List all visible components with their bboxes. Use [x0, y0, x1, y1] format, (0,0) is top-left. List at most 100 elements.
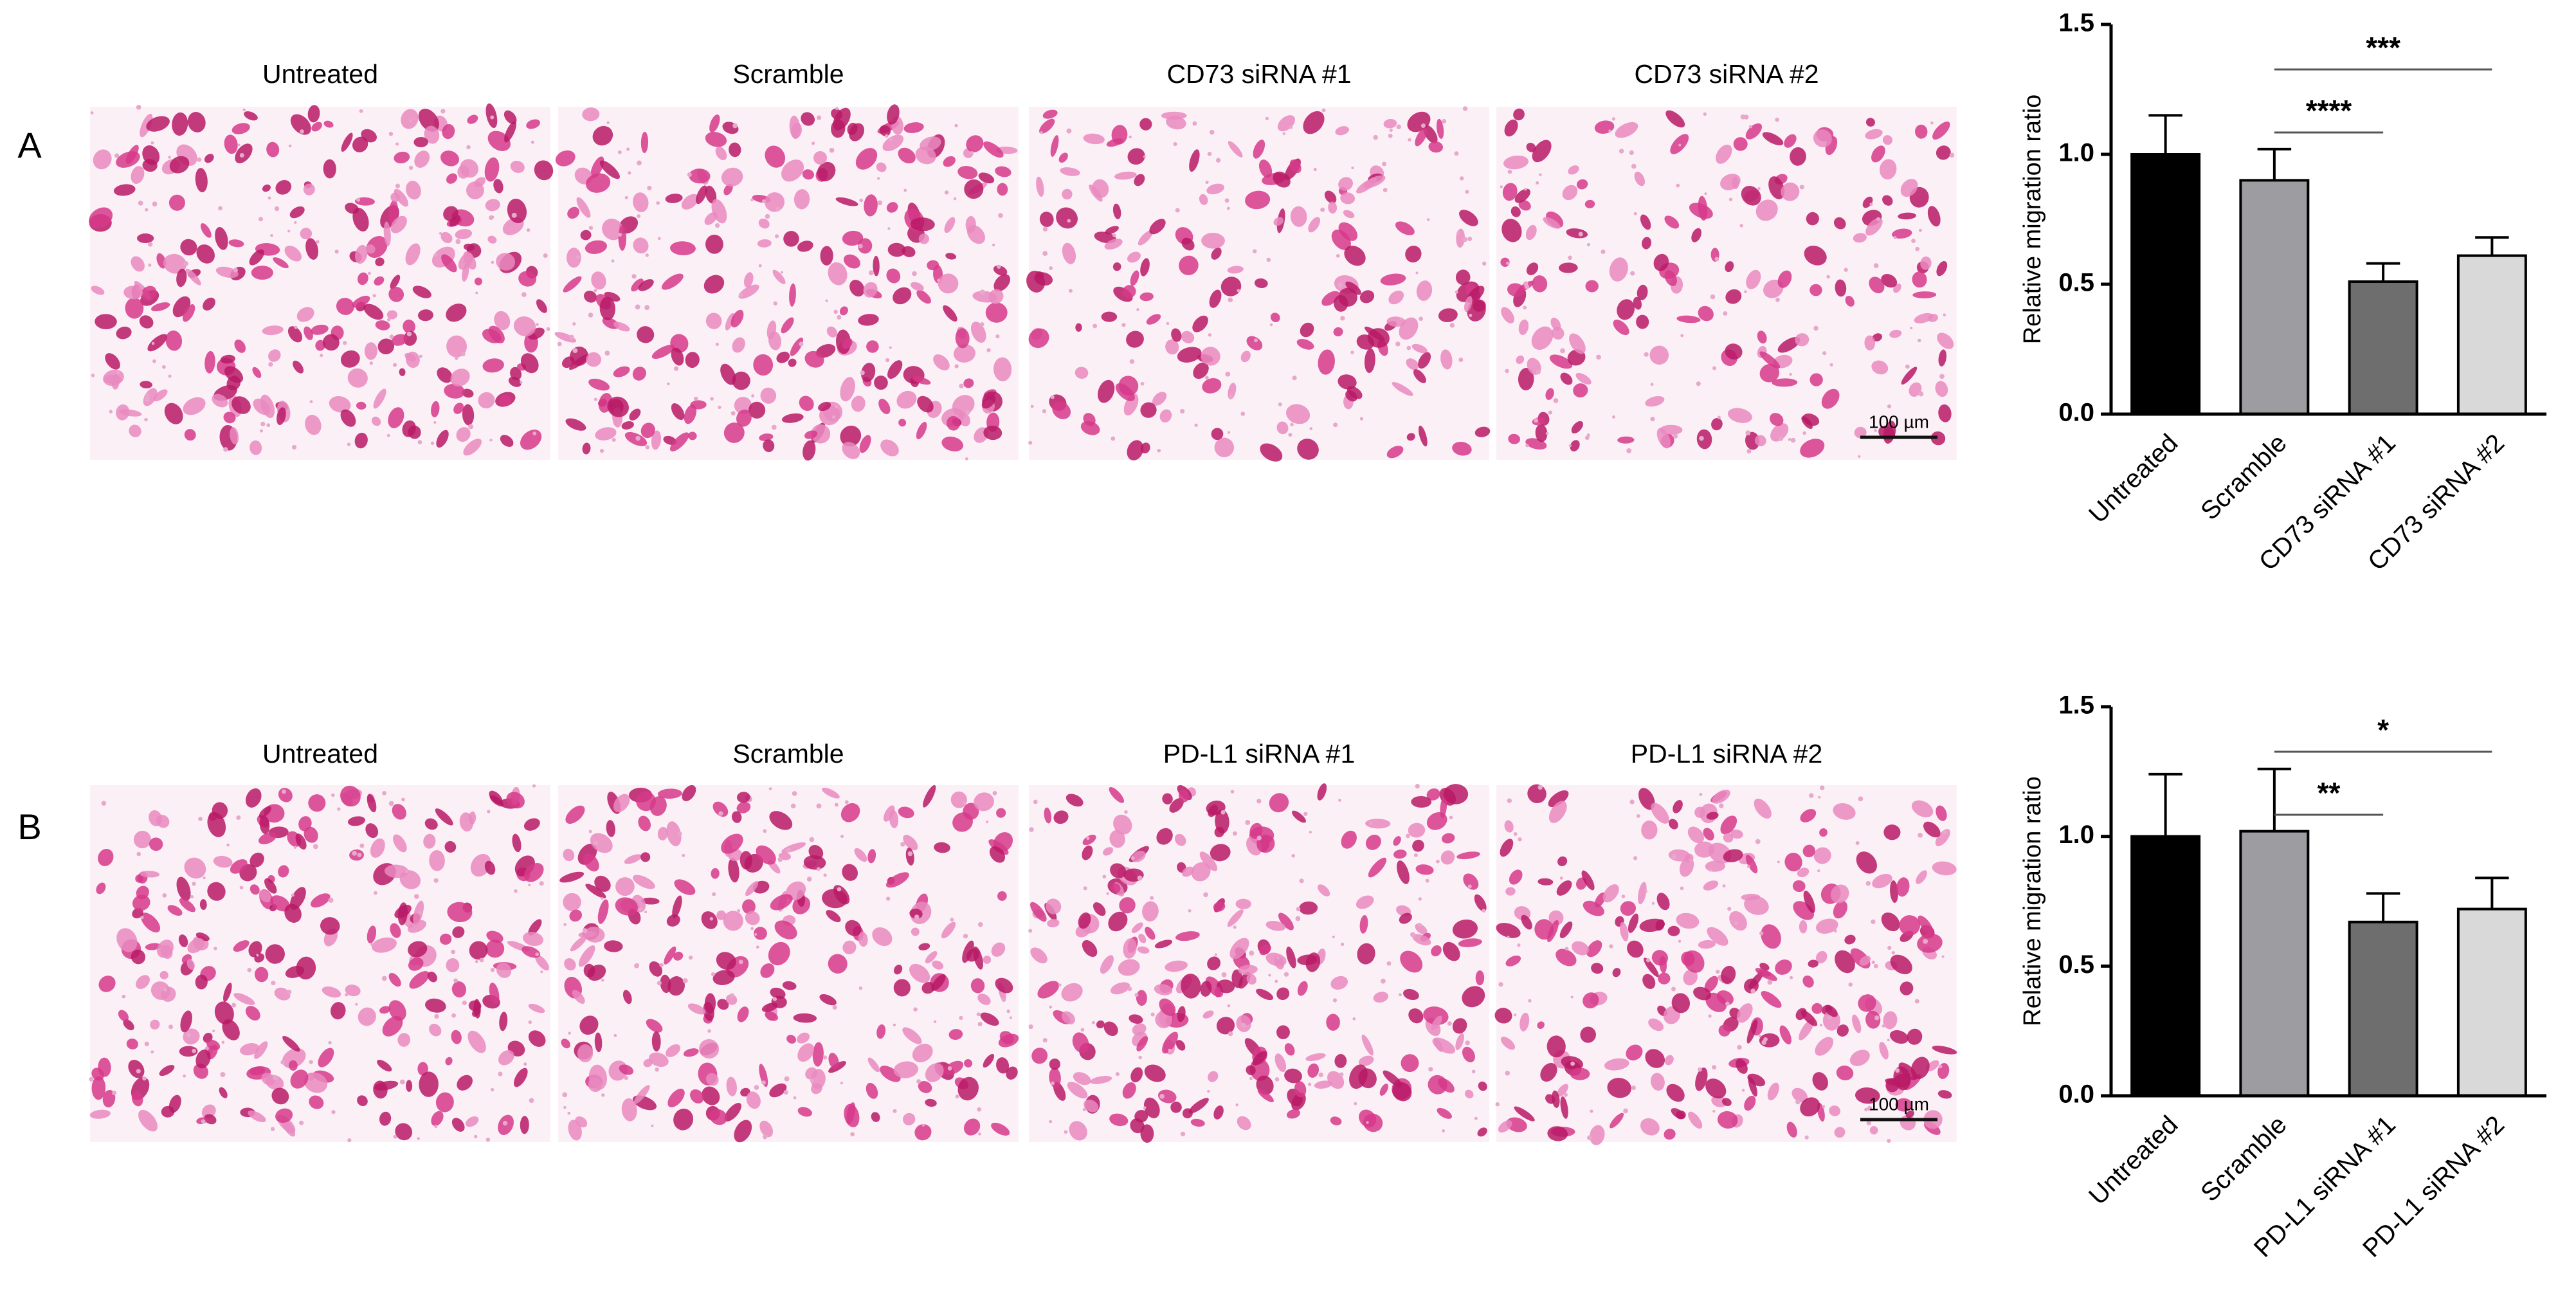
cell — [131, 1091, 143, 1107]
cell — [831, 108, 843, 120]
debris — [1873, 263, 1879, 268]
debris — [502, 1120, 508, 1126]
cell — [882, 134, 904, 152]
cell — [149, 837, 163, 851]
debris — [1820, 785, 1825, 790]
cell — [1276, 1025, 1290, 1040]
cell — [1594, 892, 1606, 907]
cell — [403, 331, 417, 346]
cell — [249, 852, 264, 867]
cell — [871, 1112, 880, 1122]
cell — [822, 889, 848, 909]
cell — [1083, 133, 1105, 145]
cell — [1213, 902, 1226, 912]
cell — [1938, 404, 1952, 422]
cell — [1440, 349, 1453, 370]
cell — [1191, 862, 1211, 882]
cell — [1361, 1034, 1374, 1056]
cell — [590, 833, 613, 853]
cell — [1092, 179, 1109, 198]
bar — [2456, 254, 2527, 415]
debris — [979, 322, 984, 327]
debris — [1651, 902, 1655, 905]
debris — [1274, 979, 1278, 983]
cell — [1392, 382, 1413, 396]
cell — [487, 235, 497, 244]
debris — [1725, 1001, 1730, 1006]
cell — [1568, 165, 1579, 175]
cell — [996, 808, 1006, 818]
cell — [273, 257, 289, 269]
cell — [153, 389, 168, 402]
debris — [1383, 188, 1388, 192]
debris — [273, 1075, 278, 1080]
debris — [784, 1076, 790, 1082]
cell — [1575, 372, 1592, 385]
cell — [1722, 1098, 1732, 1107]
cell — [873, 255, 880, 277]
cell — [726, 994, 738, 1005]
cell — [1270, 313, 1280, 322]
cell — [1642, 237, 1652, 250]
cell — [1231, 969, 1243, 988]
cell — [1258, 159, 1273, 178]
debris — [1339, 1072, 1344, 1077]
cell — [1388, 290, 1404, 305]
debris — [1143, 155, 1146, 158]
debris — [921, 1123, 925, 1127]
cell — [116, 326, 132, 340]
y-tick-label: 0.5 — [2058, 950, 2094, 979]
debris — [1427, 218, 1430, 221]
debris — [1130, 856, 1135, 860]
debris — [1459, 176, 1464, 181]
cell — [1745, 855, 1758, 874]
debris — [1406, 833, 1410, 839]
cell — [129, 424, 141, 437]
cell — [736, 409, 752, 427]
debris — [765, 213, 770, 219]
debris — [144, 396, 150, 402]
cell — [1062, 188, 1073, 200]
debris — [1698, 1067, 1702, 1072]
debris — [613, 1033, 617, 1037]
cell — [756, 845, 776, 865]
cell — [167, 905, 183, 916]
debris — [89, 1076, 94, 1082]
debris — [168, 1024, 174, 1030]
cell — [147, 334, 167, 352]
cell — [1131, 850, 1146, 862]
debris — [1563, 1093, 1568, 1097]
cell — [1181, 331, 1195, 343]
cell — [458, 253, 473, 270]
debris — [490, 115, 494, 120]
x-tick-label: Untreated — [2083, 1111, 2183, 1210]
cell — [1664, 270, 1677, 286]
debris — [90, 111, 94, 114]
debris — [280, 1060, 285, 1065]
cell — [136, 233, 154, 244]
cell — [725, 313, 735, 331]
cell — [996, 1057, 1010, 1074]
cell — [1269, 793, 1289, 813]
cell — [1228, 141, 1243, 158]
debris — [1233, 831, 1237, 836]
cell — [96, 882, 106, 895]
cell — [1333, 327, 1343, 337]
debris — [223, 447, 228, 452]
cell — [1666, 1084, 1685, 1102]
cell — [613, 322, 630, 332]
cell — [925, 1063, 944, 1082]
debris — [138, 200, 143, 206]
cell — [1441, 833, 1455, 844]
cell — [1365, 326, 1385, 341]
cell — [1418, 425, 1428, 447]
cell — [657, 788, 682, 799]
cell — [259, 889, 271, 903]
debris — [1225, 371, 1231, 377]
cell — [249, 249, 264, 266]
cell — [1757, 331, 1767, 344]
cell — [1784, 134, 1797, 148]
cell — [758, 218, 770, 229]
debris — [203, 876, 206, 880]
cell — [1359, 915, 1368, 934]
